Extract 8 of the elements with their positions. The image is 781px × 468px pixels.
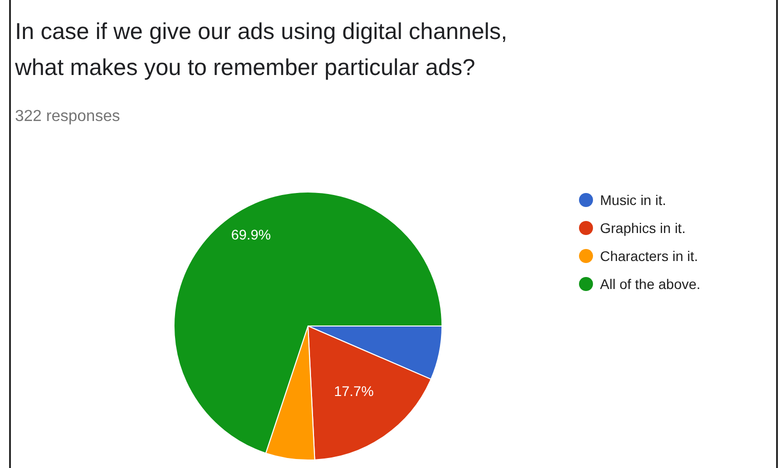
legend-label: Music in it.	[600, 192, 666, 208]
chart-title: In case if we give our ads using digital channels, what makes you to remember particular ads?	[14, 18, 508, 80]
data-label: 17.7%	[334, 382, 374, 399]
data-label: 69.9%	[231, 226, 271, 243]
legend-label: Graphics in it.	[600, 220, 686, 236]
legend-label: All of the above.	[600, 276, 700, 292]
chart-subtitle: 322 responses	[15, 108, 120, 125]
legend-label: Characters in it.	[600, 248, 698, 264]
